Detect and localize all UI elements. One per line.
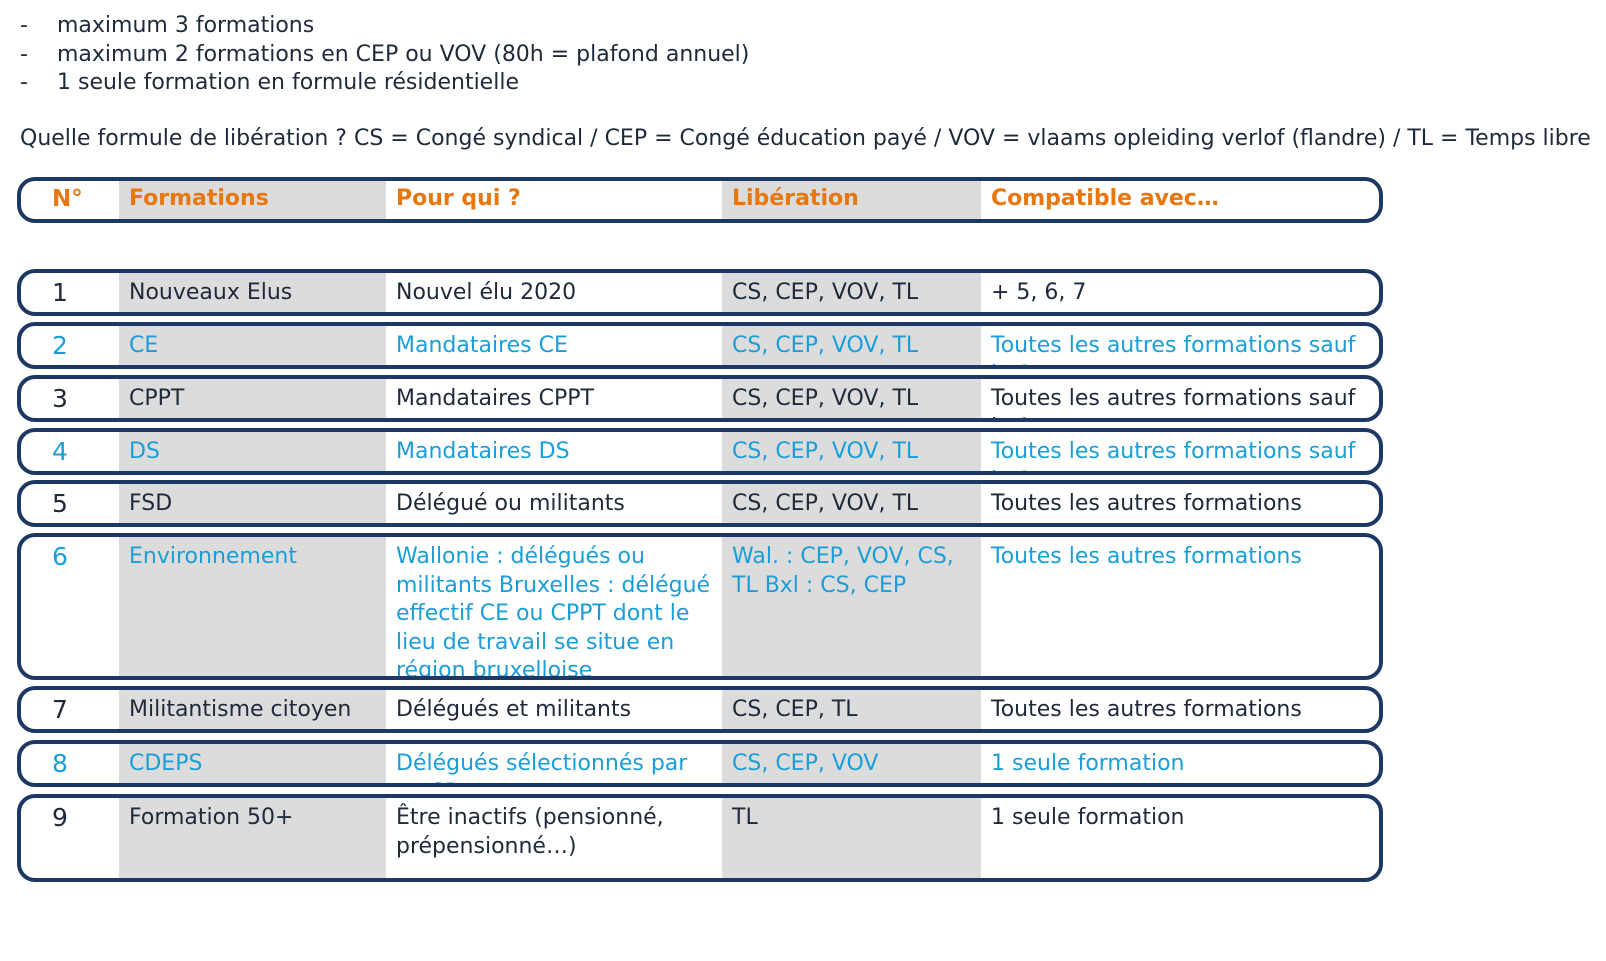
row-who: Wallonie : délégués ou militants Bruxell…: [396, 544, 711, 680]
header-who: Pour qui ?: [396, 186, 521, 211]
row-liberation: CS, CEP, VOV, TL: [722, 273, 981, 312]
row-formation: Formation 50+: [119, 798, 386, 878]
table-row: 5 FSD Délégué ou militants CS, CEP, VOV,…: [17, 480, 1383, 527]
row-num: 5: [52, 489, 68, 518]
rule-text: maximum 3 formations: [57, 13, 315, 38]
table-row: 6 Environnement Wallonie : délégués ou m…: [17, 533, 1383, 680]
row-formation: FSD: [119, 484, 386, 523]
row-who: Mandataires CE: [396, 333, 568, 358]
table-row: 8 CDEPS Délégués sélectionnés par un SP …: [17, 740, 1383, 787]
row-num: 2: [52, 331, 68, 360]
row-who: Nouvel élu 2020: [396, 280, 577, 305]
row-who: Être inactifs (pensionné, prépensionné…): [396, 805, 664, 859]
row-liberation: CS, CEP, VOV, TL: [722, 432, 981, 471]
liberation-legend: Quelle formule de libération ? CS = Cong…: [20, 126, 1591, 151]
row-compatible: Toutes les autres formations sauf la 1: [991, 333, 1356, 365]
rule-item: - 1 seule formation en formule résidentie…: [20, 69, 749, 98]
row-liberation: CS, CEP, VOV, TL: [722, 484, 981, 523]
rule-item: - maximum 2 formations en CEP ou VOV (80h…: [20, 41, 749, 70]
row-compatible: Toutes les autres formations sauf la 1: [991, 386, 1356, 418]
header-formations: Formations: [119, 181, 386, 219]
row-compatible: + 5, 6, 7: [991, 280, 1087, 305]
row-compatible: 1 seule formation: [991, 805, 1185, 830]
row-num: 1: [52, 278, 68, 307]
table-row: 1 Nouveaux Elus Nouvel élu 2020 CS, CEP,…: [17, 269, 1383, 316]
row-liberation: Wal. : CEP, VOV, CS, TL Bxl : CS, CEP: [722, 537, 981, 676]
row-liberation: TL: [722, 798, 981, 878]
row-formation: Environnement: [119, 537, 386, 676]
row-num: 8: [52, 749, 68, 778]
table-row: 2 CE Mandataires CE CS, CEP, VOV, TL Tou…: [17, 322, 1383, 369]
rule-item: - maximum 3 formations: [20, 12, 749, 41]
row-formation: Militantisme citoyen: [119, 690, 386, 729]
row-num: 9: [52, 803, 68, 832]
header-liberation: Libération: [722, 181, 981, 219]
row-compatible: 1 seule formation: [991, 751, 1185, 776]
header-num: N°: [52, 186, 83, 212]
rules-list: - maximum 3 formations - maximum 2 formati…: [20, 12, 749, 98]
row-formation: CDEPS: [119, 744, 386, 783]
row-who: Délégué ou militants: [396, 491, 625, 516]
header-compatible: Compatible avec…: [991, 186, 1219, 211]
row-who: Mandataires DS: [396, 439, 570, 464]
row-compatible: Toutes les autres formations sauf la 1: [991, 439, 1356, 471]
rule-text: maximum 2 formations en CEP ou VOV (80h …: [57, 41, 750, 67]
row-num: 7: [52, 695, 68, 724]
row-compatible: Toutes les autres formations: [991, 697, 1302, 722]
row-who: Délégués et militants: [396, 697, 632, 722]
rule-text: 1 seule formation en formule résidentiel…: [57, 70, 519, 95]
row-formation: CPPT: [119, 379, 386, 418]
row-liberation: CS, CEP, VOV, TL: [722, 326, 981, 365]
row-num: 4: [52, 437, 68, 466]
row-formation: DS: [119, 432, 386, 471]
row-who: Délégués sélectionnés par un SP: [396, 751, 688, 783]
row-compatible: Toutes les autres formations: [991, 491, 1302, 516]
row-liberation: CS, CEP, VOV: [722, 744, 981, 783]
table-row: 3 CPPT Mandataires CPPT CS, CEP, VOV, TL…: [17, 375, 1383, 422]
row-num: 3: [52, 384, 68, 413]
row-who: Mandataires CPPT: [396, 386, 594, 411]
table-header: N° Formations Pour qui ? Libération Comp…: [17, 177, 1383, 223]
table-row: 9 Formation 50+ Être inactifs (pensionné…: [17, 794, 1383, 882]
row-formation: CE: [119, 326, 386, 365]
row-liberation: CS, CEP, VOV, TL: [722, 379, 981, 418]
row-formation: Nouveaux Elus: [119, 273, 386, 312]
row-num: 6: [52, 542, 68, 571]
row-liberation: CS, CEP, TL: [722, 690, 981, 729]
table-row: 4 DS Mandataires DS CS, CEP, VOV, TL Tou…: [17, 428, 1383, 475]
bullet-dash: -: [20, 70, 28, 95]
table-row: 7 Militantisme citoyen Délégués et milit…: [17, 686, 1383, 733]
row-compatible: Toutes les autres formations: [991, 544, 1302, 569]
bullet-dash: -: [20, 41, 28, 67]
bullet-dash: -: [20, 13, 28, 38]
